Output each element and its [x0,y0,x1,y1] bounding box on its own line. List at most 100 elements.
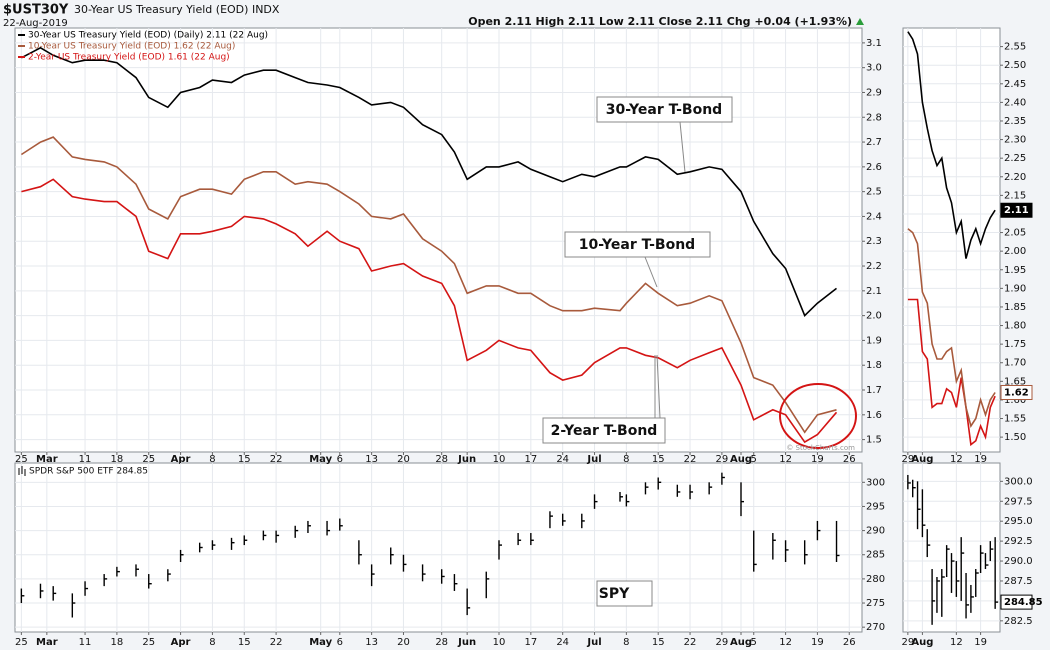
x-tick-label: 24 [556,454,569,465]
pointer [654,354,661,419]
x-tick-label: 12 [779,454,792,465]
x-tick-label: 29 [716,454,729,465]
y-tick-label: 1.60 [1004,395,1026,406]
y-tick-label: 1.80 [1004,321,1026,332]
x-tick-label: 19 [974,637,987,648]
y-tick-label: 1.7 [866,385,882,396]
x-tick-label: 22 [684,637,697,648]
spy-panel [14,462,863,633]
x-tick-label: 8 [209,454,215,465]
y-tick-label: 1.55 [1004,414,1026,425]
y-tick-label: 275 [866,598,885,609]
y-tick-label: 3.1 [866,38,882,49]
y-tick-label: 3.0 [866,63,882,74]
x-tick-label: Aug [911,637,933,648]
y-tick-label: 2.15 [1004,190,1026,201]
y-tick-label: 290.0 [1004,556,1033,567]
watermark: © StockCharts.com [786,444,855,452]
x-tick-label: 26 [843,454,856,465]
x-tick-label: 11 [79,454,92,465]
x-tick-label: 13 [365,637,378,648]
x-tick-label: 5 [751,454,757,465]
series-line [907,298,996,447]
x-tick-label: 15 [238,454,251,465]
x-tick-label: 19 [811,454,824,465]
y-tick-label: 2.35 [1004,116,1026,127]
x-tick-label: 25 [142,637,155,648]
value-tag: 2.11 [1004,205,1029,216]
y-tick-label: 1.95 [1004,265,1026,276]
x-tick-label: 10 [493,637,506,648]
x-tick-label: 11 [79,637,92,648]
y-tick-label: 300.0 [1004,476,1033,487]
annotation: 2-Year T-Bond [551,423,658,439]
x-tick-label: 17 [524,637,537,648]
y-tick-label: 2.7 [866,137,882,148]
annotation-box [596,580,653,607]
x-tick-label: 19 [811,637,824,648]
y-tick-label: 2.50 [1004,60,1026,71]
y-tick-label: 1.8 [866,360,882,371]
symbol: $UST30Y [3,3,69,18]
x-tick-label: 12 [950,454,963,465]
y-tick-label: 1.9 [866,335,882,346]
value-tag: 284.85 [1004,597,1043,608]
y-tick-label: 290 [866,526,885,537]
x-tick-label: 15 [238,637,251,648]
quote: Open 2.11 High 2.11 Low 2.11 Close 2.11 … [468,15,852,28]
pointer [679,121,686,173]
x-tick-label: 15 [652,454,665,465]
series-line [21,46,837,318]
x-tick-label: 20 [397,454,410,465]
x-tick-label: Apr [171,454,191,465]
x-tick-label: 25 [15,454,28,465]
series-line [20,136,837,434]
y-tick-label: 2.5 [866,187,882,198]
x-tick-label: 26 [843,637,856,648]
y-tick-label: 295 [866,501,885,512]
x-tick-label: Aug [911,454,933,465]
x-tick-label: 22 [684,454,697,465]
y-tick-label: 2.0 [866,311,882,322]
y-tick-label: 2.4 [866,211,882,222]
y-tick-label: 2.40 [1004,97,1026,108]
subtitle: 30-Year US Treasury Yield (EOD) INDX [74,3,280,16]
value-tag: 1.62 [1004,387,1029,398]
y-tick-label: 285 [866,550,885,561]
x-tick-label: Jun [457,454,476,465]
date: 22-Aug-2019 [3,18,68,29]
x-tick-label: 10 [493,454,506,465]
pointer [644,256,658,288]
y-tick-label: 2.1 [866,286,882,297]
y-tick-label: 2.25 [1004,153,1026,164]
y-tick-label: 2.45 [1004,79,1026,90]
x-tick-label: 28 [435,637,448,648]
y-tick-label: 292.5 [1004,536,1033,547]
y-tick-label: 287.5 [1004,576,1033,587]
x-tick-label: 8 [623,637,629,648]
x-tick-label: 15 [652,637,665,648]
y-tick-label: 2.05 [1004,228,1026,239]
y-tick-label: 2.30 [1004,135,1026,146]
annotation: 30-Year T-Bond [606,102,722,118]
value-tag-box [1000,202,1033,218]
y-tick-label: 2.20 [1004,172,1026,183]
y-tick-label: 2.8 [866,112,882,123]
x-tick-label: 6 [337,454,343,465]
value-tag-box [1000,384,1033,400]
x-tick-label: Jul [586,637,601,648]
annotation: 10-Year T-Bond [579,237,695,253]
x-tick-label: 20 [397,637,410,648]
highlight-circle [779,383,857,449]
x-tick-label: 25 [15,637,28,648]
series-line [907,228,996,428]
x-tick-label: 28 [435,454,448,465]
x-tick-label: May [309,637,332,648]
y-tick-label: 1.75 [1004,339,1026,350]
y-tick-label: 1.50 [1004,432,1026,443]
y-tick-label: 1.5 [866,435,882,446]
x-tick-label: 29 [901,637,914,648]
x-tick-label: 19 [974,454,987,465]
x-tick-label: 5 [751,637,757,648]
y-tick-label: 282.5 [1004,616,1033,627]
